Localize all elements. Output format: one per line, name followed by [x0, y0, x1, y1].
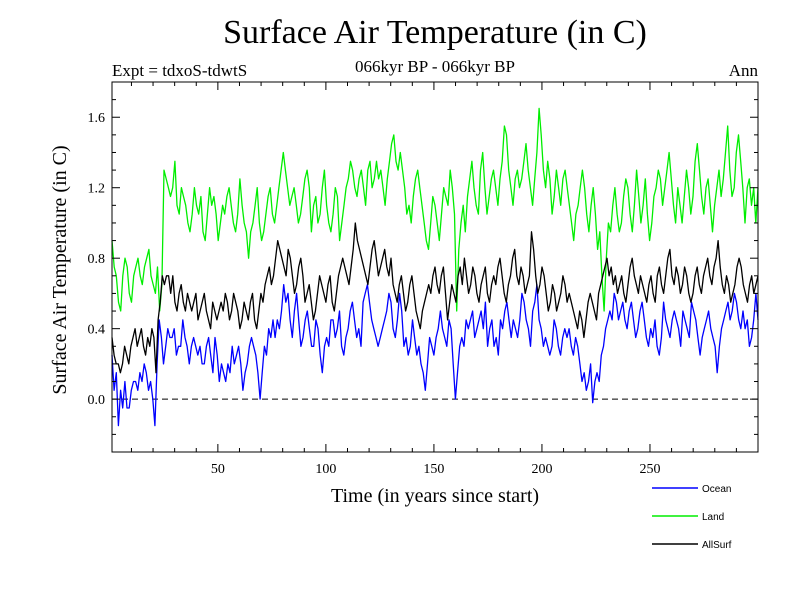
y-tick-label: 0.0	[88, 393, 106, 408]
period-label: 066kyr BP - 066kyr BP	[355, 57, 515, 76]
legend: Ocean Land AllSurf	[652, 484, 732, 551]
legend-label-ocean: Ocean	[702, 484, 731, 495]
x-tick-label: 200	[531, 462, 552, 477]
y-tick-label: 1.2	[88, 182, 106, 197]
y-tick-label: 1.6	[88, 111, 106, 126]
series-line-allsurf	[111, 222, 759, 374]
legend-label-land: Land	[702, 512, 724, 523]
axis-layer: 50 100 150 200 250 0.0 0.4 0.8 1.2 1.6	[88, 81, 759, 477]
x-tick-label: 250	[639, 462, 660, 477]
x-tick-label: 150	[423, 462, 444, 477]
x-tick-label: 100	[315, 462, 336, 477]
x-axis-title: Time (in years since start)	[331, 485, 539, 507]
y-tick-label: 0.8	[88, 252, 106, 267]
series-line-land	[111, 107, 759, 312]
legend-label-allsurf: AllSurf	[702, 540, 732, 551]
x-tick-label: 50	[211, 462, 225, 477]
series-line-ocean	[111, 283, 759, 427]
season-label: Ann	[728, 61, 758, 80]
series-layer	[111, 107, 759, 427]
y-tick-label: 0.4	[88, 323, 106, 338]
plot-frame	[111, 81, 759, 453]
chart-title: Surface Air Temperature (in C)	[223, 14, 647, 51]
experiment-label: Expt = tdxoS-tdwtS	[112, 61, 248, 80]
y-axis-title: Surface Air Temperature (in C)	[49, 145, 71, 394]
